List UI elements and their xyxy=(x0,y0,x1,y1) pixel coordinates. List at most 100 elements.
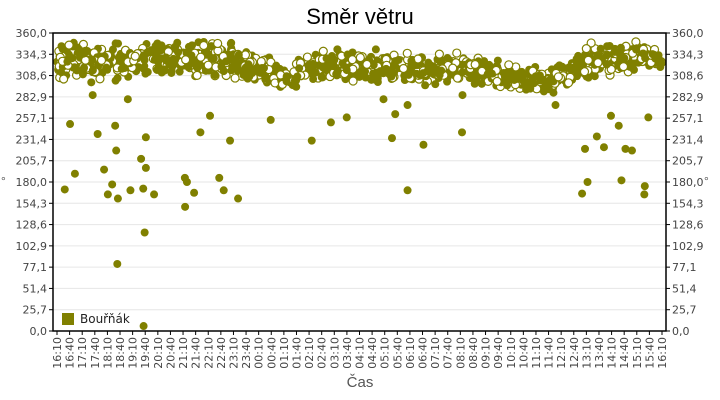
data-point-outlier xyxy=(126,186,135,195)
series-bournak xyxy=(53,37,667,331)
data-point-outlier xyxy=(419,140,428,149)
data-point-outlier xyxy=(113,259,122,268)
data-point-outlier xyxy=(206,111,215,120)
data-point xyxy=(102,63,111,72)
data-point xyxy=(95,74,105,84)
data-point xyxy=(241,63,250,72)
data-point xyxy=(372,68,381,77)
data-point-outlier xyxy=(150,190,159,199)
data-point xyxy=(404,70,413,79)
y-tick-label-right: 128,6 xyxy=(672,219,704,232)
x-tick-label: 00:40 xyxy=(265,337,278,369)
data-point xyxy=(150,55,159,64)
data-point xyxy=(525,78,534,87)
data-point xyxy=(234,50,243,59)
x-tick-label: 14:40 xyxy=(618,337,631,369)
data-point xyxy=(108,45,117,54)
data-point xyxy=(362,59,372,69)
data-point xyxy=(382,68,391,77)
data-point-outlier xyxy=(458,91,467,100)
data-point xyxy=(114,53,123,62)
x-tick-label: 16:40 xyxy=(64,337,77,369)
y-tick-label: 128,6 xyxy=(16,219,48,232)
data-point xyxy=(593,58,603,68)
y-tick-label-right: 102,9 xyxy=(672,240,704,253)
data-point-outlier xyxy=(196,128,205,137)
data-point xyxy=(88,66,97,75)
data-point xyxy=(160,65,169,74)
data-point xyxy=(618,62,629,72)
data-point xyxy=(596,44,605,53)
x-tick-label: 00:10 xyxy=(253,337,266,369)
data-point xyxy=(347,55,357,65)
data-point xyxy=(153,65,162,74)
x-tick-label: 05:10 xyxy=(379,337,392,369)
data-point-outlier xyxy=(139,184,148,193)
chart-title: Směr větru xyxy=(306,4,414,29)
y-tick-label-right: 180,0 xyxy=(672,176,704,189)
x-tick-label: 18:10 xyxy=(101,337,114,369)
data-point-outlier xyxy=(141,133,150,142)
data-point xyxy=(332,70,341,79)
data-point xyxy=(282,77,291,86)
y-tick-label: 102,9 xyxy=(16,240,48,253)
data-point xyxy=(113,74,122,83)
data-point xyxy=(204,50,213,59)
y-tick-label-right: 205,7 xyxy=(672,155,704,168)
data-point xyxy=(558,62,567,71)
x-tick-label: 04:40 xyxy=(366,337,379,369)
x-tick-label: 03:10 xyxy=(328,337,341,369)
data-point-outlier xyxy=(93,129,102,138)
y-tick-label-right: 0,0 xyxy=(672,325,690,338)
x-tick-label: 20:10 xyxy=(152,337,165,369)
x-tick-label: 15:40 xyxy=(643,337,656,369)
data-point xyxy=(149,48,158,57)
y-tick-label-right: 51,4 xyxy=(672,282,697,295)
y-tick-label: 360,0 xyxy=(16,27,48,40)
data-point xyxy=(651,54,660,63)
x-tick-label: 20:40 xyxy=(164,337,177,369)
data-point xyxy=(590,72,599,81)
x-tick-label: 07:40 xyxy=(442,337,455,369)
x-tick-label: 23:40 xyxy=(240,337,253,369)
x-tick-label: 06:40 xyxy=(417,337,430,369)
data-point-outlier xyxy=(307,136,316,145)
x-tick-label: 19:40 xyxy=(139,337,152,369)
data-point-outlier xyxy=(100,165,109,174)
x-axis-label: Čas xyxy=(346,374,374,391)
data-point-outlier xyxy=(592,132,601,141)
data-point-outlier xyxy=(606,111,615,120)
data-point-outlier xyxy=(181,202,190,211)
x-tick-label: 06:10 xyxy=(404,337,417,369)
y-tick-label: 308,6 xyxy=(16,70,48,83)
x-tick-label: 15:10 xyxy=(631,337,644,369)
x-tick-label: 08:10 xyxy=(454,337,467,369)
x-tick-label: 02:40 xyxy=(316,337,329,369)
x-tick-label: 16:10 xyxy=(656,337,669,369)
data-point xyxy=(88,56,97,65)
data-point xyxy=(492,76,502,86)
data-point xyxy=(576,61,585,70)
data-point-outlier xyxy=(640,182,649,191)
y-tick-label-right: 282,9 xyxy=(672,91,704,104)
data-point-outlier xyxy=(551,101,560,110)
data-point xyxy=(96,55,107,65)
data-point xyxy=(258,63,267,72)
data-point xyxy=(546,77,555,86)
y-tick-label-right: 257,1 xyxy=(672,112,704,125)
data-point-outlier xyxy=(403,186,412,195)
data-point-outlier xyxy=(583,178,592,186)
x-tick-label: 10:40 xyxy=(517,337,530,369)
data-point xyxy=(470,59,480,70)
y-tick-label-right: 231,4 xyxy=(672,133,704,146)
y-tick-label-right: 25,7 xyxy=(672,304,697,317)
data-point xyxy=(421,81,430,90)
data-point-outlier xyxy=(599,143,608,152)
data-point xyxy=(184,42,193,51)
data-point xyxy=(243,73,252,82)
x-tick-label: 08:40 xyxy=(467,337,480,369)
data-point-outlier xyxy=(112,146,121,155)
data-point xyxy=(295,64,304,73)
data-point xyxy=(369,60,378,69)
x-tick-label: 04:10 xyxy=(354,337,367,369)
